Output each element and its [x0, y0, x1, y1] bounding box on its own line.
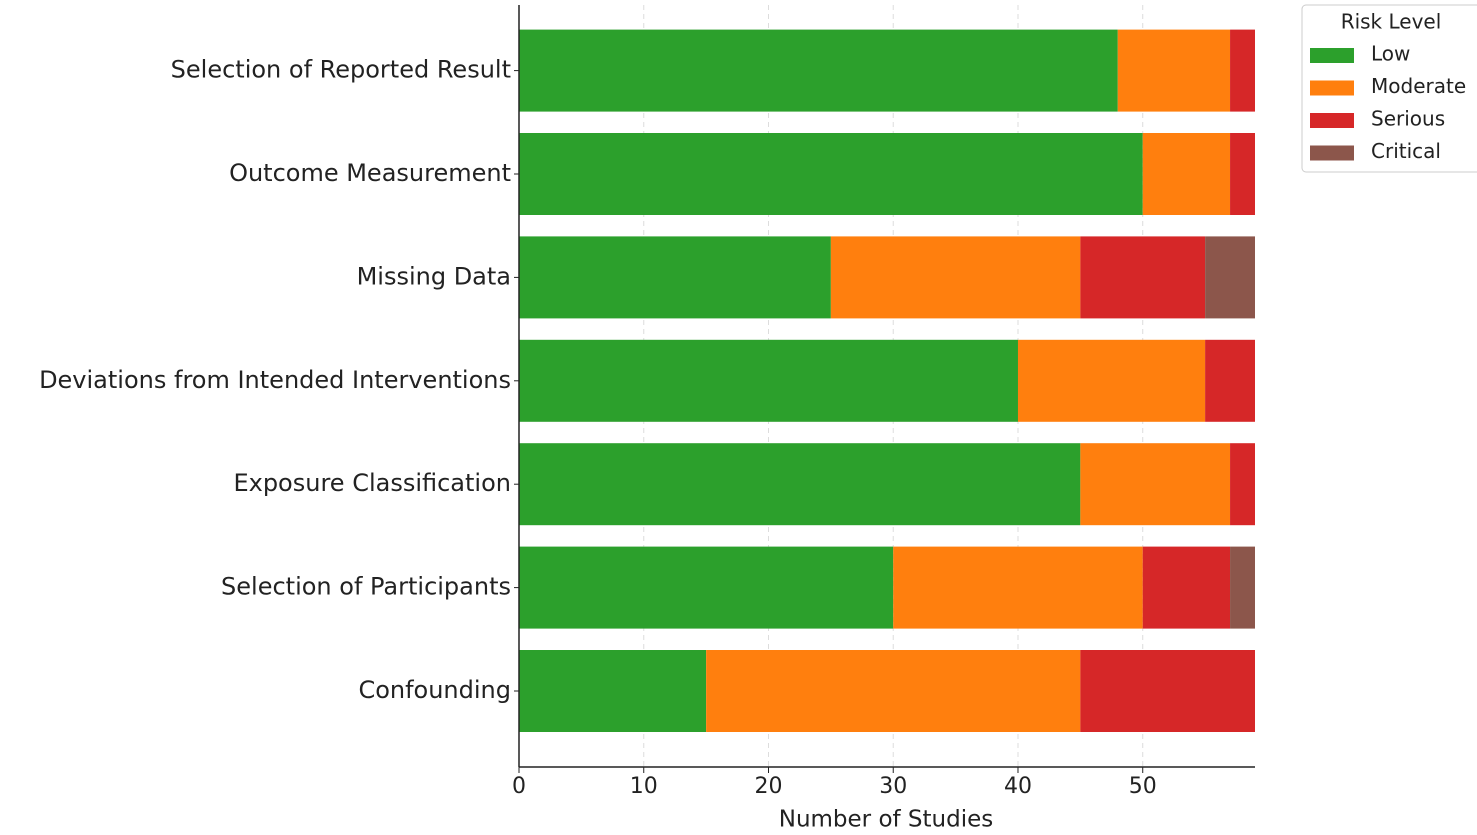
- legend-swatch: [1310, 113, 1354, 128]
- legend-label: Moderate: [1371, 74, 1466, 98]
- y-tick-label: Exposure Classification: [233, 469, 511, 497]
- bar-segment: [706, 650, 1081, 732]
- legend-label: Serious: [1371, 107, 1445, 131]
- y-tick-label: Confounding: [358, 676, 511, 704]
- bar-segment: [1230, 133, 1255, 215]
- bar-segment: [1205, 339, 1255, 422]
- bar-segment: [893, 546, 1143, 629]
- x-tick-label: 30: [879, 774, 907, 799]
- legend-box: [1301, 4, 1477, 173]
- bar-segment: [1205, 236, 1255, 319]
- x-tick-label: 40: [1004, 774, 1032, 799]
- bar-segment: [519, 29, 1118, 112]
- y-tick-label: Deviations from Intended Interventions: [39, 366, 511, 394]
- bar-segment: [1230, 546, 1255, 629]
- legend-title: Risk Level: [1341, 10, 1442, 34]
- legend-label: Low: [1371, 42, 1410, 66]
- legend-swatch: [1310, 48, 1354, 63]
- bar-segment: [519, 339, 1018, 422]
- bar-segment: [1142, 546, 1231, 629]
- y-tick-label: Missing Data: [357, 262, 511, 290]
- y-tick-label: Outcome Measurement: [229, 159, 511, 187]
- y-tick-label: Selection of Participants: [221, 573, 511, 601]
- bar-segment: [1017, 339, 1206, 422]
- x-axis-label: Number of Studies: [779, 807, 994, 833]
- bar-segment: [1230, 443, 1255, 526]
- legend-label: Critical: [1371, 139, 1441, 163]
- bar-segment: [1117, 29, 1231, 112]
- bar-segment: [1080, 236, 1206, 319]
- bar-segment: [830, 236, 1081, 319]
- x-tick-label: 50: [1129, 774, 1157, 799]
- bar-segment: [519, 133, 1143, 215]
- x-tick-label: 20: [754, 774, 782, 799]
- x-tick-label: 10: [630, 774, 658, 799]
- bar-segment: [519, 443, 1081, 526]
- bar-segment: [1230, 29, 1255, 112]
- bar-segment: [519, 236, 831, 319]
- bar-segment: [519, 650, 707, 732]
- y-tick-label: Selection of Reported Result: [171, 56, 511, 84]
- bar-segment: [1080, 650, 1255, 732]
- legend-swatch: [1310, 145, 1354, 161]
- legend-swatch: [1310, 80, 1354, 96]
- x-tick-label: 0: [512, 774, 526, 799]
- bar-segment: [1142, 133, 1231, 215]
- bar-segment: [519, 546, 894, 629]
- bar-segment: [1080, 443, 1231, 526]
